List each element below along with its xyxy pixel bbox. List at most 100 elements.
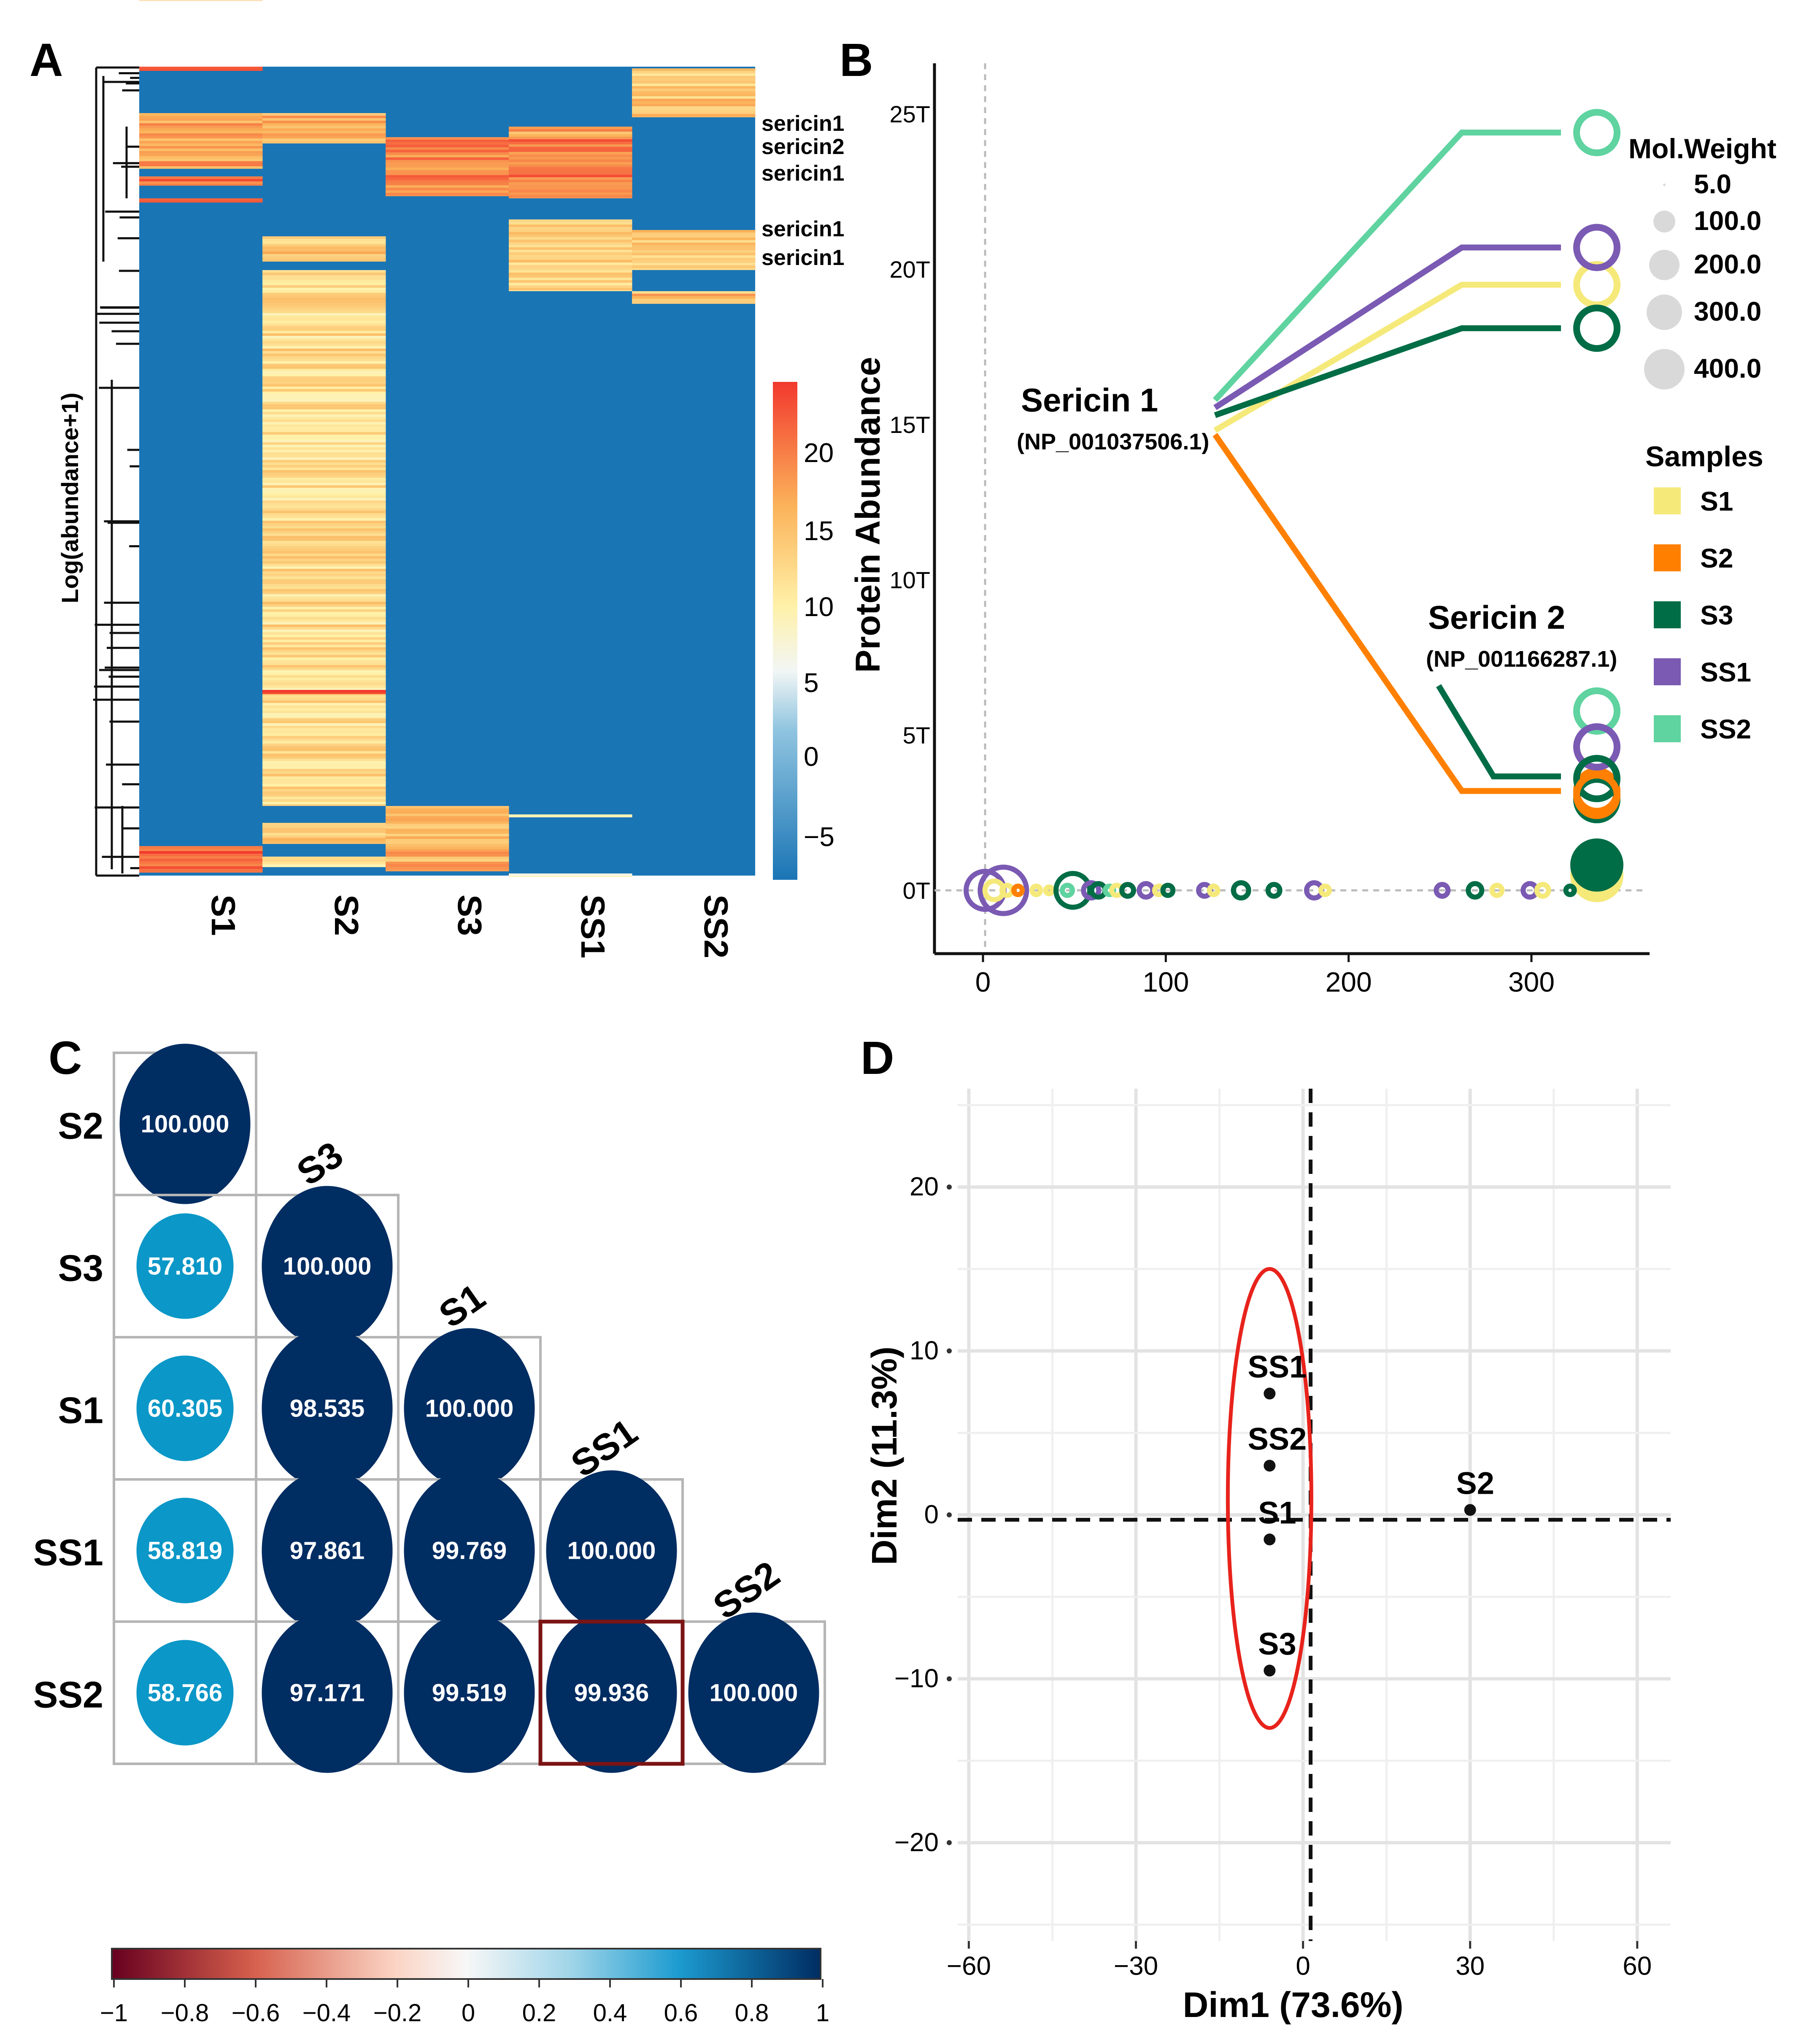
heatmap-cell [262, 432, 386, 435]
heatmap-cell [509, 185, 632, 188]
heatmap-cell [262, 447, 386, 450]
heatmap-cell [262, 116, 386, 119]
heatmap-cell [139, 851, 263, 854]
heatmap-cell [262, 351, 386, 354]
heatmap-cell [139, 864, 263, 867]
heatmap-cell [262, 736, 386, 739]
heatmap-cell [632, 81, 756, 84]
heatmap-cell [386, 142, 509, 145]
heatmap-cell [262, 587, 386, 589]
heatmap-cell [262, 133, 386, 136]
heatmap-cell [262, 384, 386, 387]
heatmap-cell [139, 198, 263, 201]
heatmap-cell [509, 268, 632, 270]
heatmap-cell [262, 830, 386, 833]
heatmap-row-label: sericin2 [761, 135, 845, 159]
heatmap-cell [262, 270, 386, 273]
heatmap-cell [262, 369, 386, 372]
heatmap-row-label: sericin1 [761, 217, 845, 241]
heatmap-cell [262, 592, 386, 595]
heatmap-cell [262, 259, 386, 262]
heatmap-cell [262, 622, 386, 625]
pca-y-tick: 10 [910, 1336, 939, 1365]
heatmap-cell [262, 695, 386, 698]
samples-legend-swatch-S1 [1654, 487, 1681, 514]
pca-point-label: S1 [1258, 1495, 1296, 1530]
bubble-SS1 [1081, 880, 1102, 900]
sericin1-bubble-SS2 [1573, 109, 1620, 157]
heatmap-cell [262, 675, 386, 678]
heatmap-cell [262, 708, 386, 711]
heatmap-cell [509, 180, 632, 183]
heatmap-cell [632, 301, 756, 304]
heatmap-cell [509, 192, 632, 195]
heatmap-cell [262, 121, 386, 124]
pca-y-label: Dim2 (11.3%) [864, 1346, 904, 1565]
heatmap-row-label: sericin1 [761, 246, 845, 270]
pca-x-tick: −30 [1114, 1952, 1158, 1981]
heatmap-cell [386, 188, 509, 191]
heatmap-cell [262, 521, 386, 524]
heatmap-cell [509, 876, 632, 877]
heatmap-cell [139, 136, 263, 139]
heatmap-cell [262, 349, 386, 351]
heatmap-cell [509, 250, 632, 253]
heatmap-cell [262, 612, 386, 615]
colorbar-tick: 1 [816, 1999, 829, 2027]
heatmap-cell [262, 295, 386, 298]
heatmap-cell [139, 156, 263, 159]
heatmap-cell [262, 313, 386, 316]
heatmap-cell [262, 635, 386, 638]
heatmap-cell [262, 571, 386, 574]
heatmap-cell [262, 354, 386, 357]
heatmap-cell [262, 804, 386, 806]
heatmap-cell [139, 159, 263, 162]
sericin1-line-SS2 [1212, 130, 1561, 402]
pca-point-label: SS1 [1248, 1349, 1307, 1384]
pca-point-label: S3 [1258, 1626, 1296, 1661]
heatmap-cell [262, 660, 386, 663]
heatmap-cell [139, 849, 263, 852]
heatmap-cell [139, 149, 263, 151]
heatmap-cell [262, 857, 386, 860]
heatmap-cell [262, 480, 386, 483]
heatmap-cell [262, 511, 386, 514]
heatmap-cell [509, 165, 632, 168]
pca-grid: −60 −30 0 30 60 20 10 0 −10 −20 [894, 1089, 1671, 1981]
heatmap-cell [262, 457, 386, 460]
samples-legend-swatch-SS2 [1654, 715, 1681, 742]
correlation-row-label: SS2 [33, 1674, 103, 1716]
mol-weight-legend-circle [1649, 250, 1680, 280]
samples-legend-swatch-S3 [1654, 601, 1681, 628]
bubble-y-tick: 5T [903, 722, 930, 749]
heatmap-cell [262, 617, 386, 620]
heatmap-cell [509, 197, 632, 198]
heatmap-cell [262, 244, 386, 247]
colorbar-tick: −0.6 [232, 1999, 280, 2027]
heatmap-cell [262, 308, 386, 311]
heatmap-cell [509, 172, 632, 175]
heatmap-cell [262, 706, 386, 708]
heatmap-cell [262, 668, 386, 671]
heatmap-cell [262, 533, 386, 536]
heatmap-cell [509, 175, 632, 178]
heatmap-cell [509, 127, 632, 130]
bubble-S1 [1318, 884, 1332, 897]
heatmap-cell [262, 379, 386, 382]
heatmap-cell [632, 245, 756, 248]
correlation-value: 97.861 [290, 1537, 365, 1565]
heatmap-cell [386, 821, 509, 824]
heatmap-cell [262, 118, 386, 121]
pca-x-tick: 30 [1455, 1952, 1485, 1981]
heatmap-cell [262, 442, 386, 445]
heatmap-cell [509, 147, 632, 150]
heatmap-cell [262, 490, 386, 493]
heatmap-cell [262, 128, 386, 131]
heatmap-cell [262, 241, 386, 244]
heatmap-cell [262, 498, 386, 501]
heatmap-cell [262, 538, 386, 541]
sericin1-callout: Sericin 1 [1021, 381, 1158, 419]
heatmap-cell [262, 285, 386, 288]
heatmap-color-legend [773, 382, 797, 880]
mol-weight-legend-value: 100.0 [1694, 205, 1761, 236]
